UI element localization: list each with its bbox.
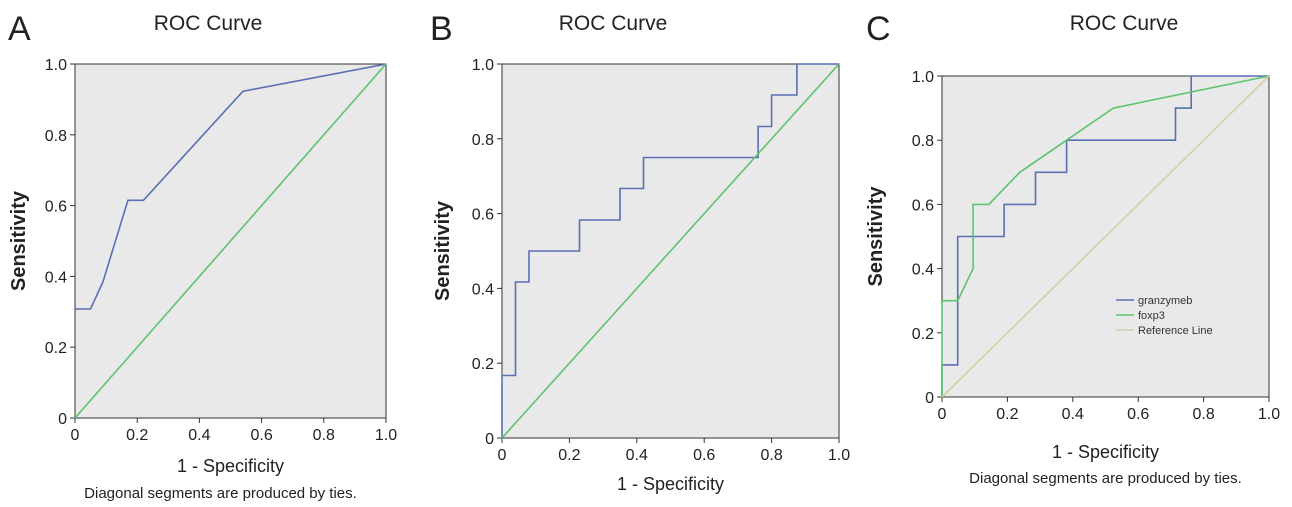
y-tick-label-a-5: 1.0 [45, 57, 67, 74]
y-tick-label-b-3: 0.6 [472, 207, 494, 224]
x-tick-label-c-3: 0.6 [1127, 406, 1149, 423]
x-tick-label-a-0: 0 [71, 427, 80, 444]
y-tick-label-c-3: 0.6 [912, 197, 934, 214]
panel-letter-c: C [866, 10, 891, 48]
x-axis-label-c: 1 - Specificity [1052, 442, 1159, 462]
legend-label-2: Reference Line [1138, 325, 1213, 337]
series-line-a-roc [75, 63, 387, 310]
series-line-c-foxp3 [941, 75, 1270, 397]
y-axis-label-a: Sensitivity [8, 190, 30, 291]
x-tick-label-a-5: 1.0 [375, 427, 397, 444]
y-tick-label-c-0: 0 [925, 390, 934, 407]
x-tick-label-a-2: 0.4 [188, 427, 210, 444]
y-tick-label-c-1: 0.2 [912, 326, 934, 343]
panel-letter-b: B [430, 10, 453, 48]
x-tick-label-a-1: 0.2 [126, 427, 148, 444]
y-tick-label-c-5: 1.0 [912, 69, 934, 86]
series-line-c-granzymeb [941, 75, 1269, 397]
footnote-a: Diagonal segments are produced by ties. [84, 485, 357, 502]
chart-title-c: ROC Curve [1070, 12, 1179, 35]
legend-c: granzymeb foxp3 Reference Line [1116, 295, 1213, 337]
roc-panel-c: C ROC Curve 00 0.2 0.2 0.4 0.4 0.6 0.6 0.8 0.8 1.0 1… [865, 10, 1280, 487]
x-tick-label-b-0: 0 [498, 447, 507, 464]
y-tick-label-a-0: 0 [58, 411, 67, 428]
footnote-c: Diagonal segments are produced by ties. [969, 470, 1242, 487]
y-tick-label-a-3: 0.6 [45, 199, 67, 216]
x-axis-label-a: 1 - Specificity [177, 456, 284, 476]
y-tick-label-a-4: 0.8 [45, 128, 67, 145]
series-line-c-reference-line [941, 75, 1270, 398]
series-line-a-diagonal [74, 63, 387, 419]
y-tick-label-b-1: 0.2 [472, 356, 494, 373]
chart-title-b: ROC Curve [559, 12, 668, 35]
x-tick-label-c-1: 0.2 [996, 406, 1018, 423]
roc-panel-a: A ROC Curve 00 0.2 0.2 0.4 0.4 0.6 0.6 0.8 0.8 1.0 1… [8, 10, 397, 502]
x-tick-label-b-5: 1.0 [828, 447, 850, 464]
x-tick-label-c-0: 0 [938, 406, 947, 423]
x-tick-label-a-4: 0.8 [313, 427, 335, 444]
x-tick-label-b-2: 0.4 [626, 447, 648, 464]
y-tick-label-b-4: 0.8 [472, 132, 494, 149]
legend-label-1: foxp3 [1138, 310, 1165, 322]
x-tick-label-c-5: 1.0 [1258, 406, 1280, 423]
y-tick-label-c-4: 0.8 [912, 133, 934, 150]
series-line-b-diagonal [501, 63, 840, 439]
series-line-b-roc [501, 63, 839, 438]
roc-panel-b: B ROC Curve 00 0.2 0.2 0.4 0.4 0.6 0.6 0.8 0.8 1.0 1… [430, 10, 850, 494]
y-axis-label-c: Sensitivity [865, 186, 887, 287]
legend-label-0: granzymeb [1138, 295, 1192, 307]
x-axis-label-b: 1 - Specificity [617, 474, 724, 494]
panel-letter-a: A [8, 10, 31, 48]
y-tick-label-b-5: 1.0 [472, 57, 494, 74]
x-tick-label-b-1: 0.2 [558, 447, 580, 464]
x-tick-label-a-3: 0.6 [250, 427, 272, 444]
x-tick-label-c-2: 0.4 [1062, 406, 1084, 423]
y-tick-label-a-2: 0.4 [45, 269, 67, 286]
chart-title-a: ROC Curve [154, 12, 263, 35]
x-tick-label-b-3: 0.6 [693, 447, 715, 464]
y-axis-label-b: Sensitivity [432, 200, 454, 301]
x-tick-label-c-4: 0.8 [1192, 406, 1214, 423]
x-tick-label-b-4: 0.8 [760, 447, 782, 464]
y-tick-label-a-1: 0.2 [45, 340, 67, 357]
y-tick-label-b-2: 0.4 [472, 281, 494, 298]
y-tick-label-b-0: 0 [485, 431, 494, 448]
y-tick-label-c-2: 0.4 [912, 262, 934, 279]
